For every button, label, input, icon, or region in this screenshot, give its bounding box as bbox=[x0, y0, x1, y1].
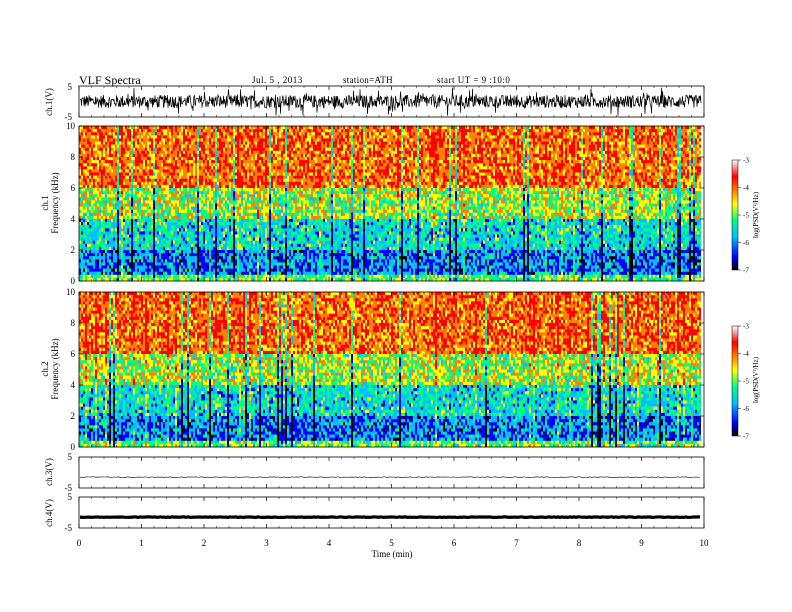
time-axis-tick-label: 4 bbox=[327, 538, 332, 548]
colorbar-tick: -3 bbox=[743, 323, 749, 331]
ch1-colorbar: -3 -4 -5 -6 -7 log(PSD(V²/Hz) bbox=[732, 157, 760, 275]
colorbar-tick: -5 bbox=[743, 378, 749, 386]
ch1-ytick-top: 5 bbox=[68, 82, 73, 92]
spectrogram-ytick: 6 bbox=[71, 349, 76, 359]
ch4-ytick-bottom: -5 bbox=[65, 523, 73, 533]
spectrogram-ytick: 4 bbox=[71, 214, 76, 224]
ch3-waveform-line bbox=[80, 477, 700, 478]
colorbar-tick: -3 bbox=[743, 157, 749, 165]
spectrogram-ytick: 2 bbox=[71, 245, 76, 255]
colorbar-tick: -7 bbox=[743, 433, 749, 441]
time-axis-tick-label: 5 bbox=[389, 538, 394, 548]
spectrogram-ytick: 8 bbox=[71, 152, 76, 162]
time-axis-tick-label: 3 bbox=[264, 538, 269, 548]
ch3-ytick-top: 5 bbox=[68, 452, 73, 462]
ch4-waveform-panel: 5 -5 ch.4(V) bbox=[44, 492, 704, 533]
time-axis-tick-label: 8 bbox=[577, 538, 582, 548]
ch3-waveform-panel: 5 -5 ch.3(V) bbox=[44, 452, 704, 493]
spectrogram-ytick: 6 bbox=[71, 183, 76, 193]
spectrogram-ytick: 10 bbox=[66, 287, 76, 297]
ch4-ylabel: ch.4(V) bbox=[44, 499, 54, 527]
spectrogram-ytick: 2 bbox=[71, 411, 76, 421]
colorbar-tick: -6 bbox=[743, 239, 749, 247]
time-axis-tick-label: 7 bbox=[514, 538, 519, 548]
spectrogram-ytick: 4 bbox=[71, 380, 76, 390]
ch4-waveform-line bbox=[80, 517, 700, 518]
ch1-spectrogram-image bbox=[79, 126, 704, 281]
spectrogram-ytick: 8 bbox=[71, 318, 76, 328]
ch1-spectrogram-panel: 0 2 4 6 8 10 ch.1 Frequency (kHz) bbox=[40, 121, 704, 286]
time-axis-tick-label: 6 bbox=[452, 538, 457, 548]
time-axis-tick-label: 0 bbox=[77, 538, 82, 548]
colorbar-tick: -7 bbox=[743, 267, 749, 275]
colorbar-tick: -6 bbox=[743, 405, 749, 413]
spectrogram-ytick: 10 bbox=[66, 121, 76, 131]
vlf-spectra-figure: 5 -5 ch.1(V) 0246810 ch.1 Frequency (kHz… bbox=[0, 0, 792, 612]
ch3-ylabel: ch.3(V) bbox=[44, 458, 54, 486]
time-axis-tick-label: 1 bbox=[139, 538, 144, 548]
colorbar-tick: -4 bbox=[743, 350, 749, 358]
colorbar-tick: -4 bbox=[743, 184, 749, 192]
time-axis-tick-label: 10 bbox=[700, 538, 710, 548]
spectrogram-ytick: 0 bbox=[71, 276, 76, 286]
ch2-spectrogram-image bbox=[79, 292, 704, 447]
ch2-spectrogram-ylabel: Frequency (kHz) bbox=[50, 338, 60, 399]
ch1-waveform-line bbox=[80, 88, 701, 116]
ch4-ytick-top: 5 bbox=[68, 492, 73, 502]
ch2-spectrogram-channel: ch.2 bbox=[40, 361, 50, 376]
colorbar-tick: -5 bbox=[743, 212, 749, 220]
ch1-spectrogram-channel: ch.1 bbox=[40, 195, 50, 210]
ch1-colorbar-label: log(PSD(V²/Hz) bbox=[752, 191, 760, 238]
ch1-ylabel: ch.1(V) bbox=[44, 88, 54, 116]
time-axis-tick-label: 9 bbox=[639, 538, 644, 548]
time-axis-label: Time (min) bbox=[372, 549, 413, 559]
time-axis-tick-label: 2 bbox=[202, 538, 207, 548]
ch1-waveform-panel: 5 -5 ch.1(V) bbox=[44, 82, 704, 122]
ch2-colorbar: -3 -4 -5 -6 -7 log(PSD(V²/Hz) bbox=[732, 323, 760, 441]
ch2-spectrogram-panel: 0 2 4 6 8 10 ch.2 Frequency (kHz) bbox=[40, 287, 704, 452]
spectrogram-ytick: 0 bbox=[71, 442, 76, 452]
ch1-spectrogram-ylabel: Frequency (kHz) bbox=[50, 172, 60, 233]
ch2-colorbar-label: log(PSD(V²/Hz) bbox=[752, 356, 760, 403]
